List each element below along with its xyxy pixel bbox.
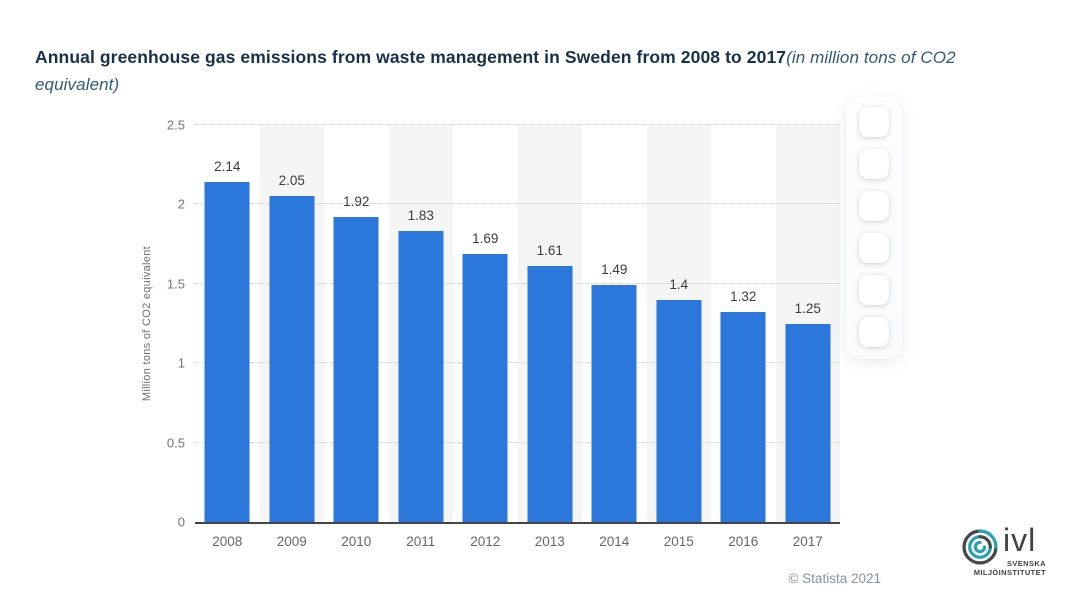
bar-value-label-2015: 1.4 <box>669 276 689 292</box>
bar-2011 <box>398 231 444 522</box>
bar-2008 <box>204 182 250 522</box>
statista-copyright-link[interactable]: © Statista 2021 <box>788 571 881 586</box>
gridline-2.5 <box>195 124 840 125</box>
x-tick-label-2012: 2012 <box>470 534 501 549</box>
bar-column-2017: 1.25 2017 <box>776 125 841 549</box>
bar-value-label-2017: 1.25 <box>794 300 821 316</box>
bar-value-label-2014: 1.49 <box>601 262 628 278</box>
x-tick-label-2016: 2016 <box>728 534 759 549</box>
chart-subtitle: (in million tons of CO2 equivalent) <box>35 48 956 94</box>
toolbar-button-4[interactable] <box>859 233 889 263</box>
plot-area: 0 0.5 1 1.5 2 2.5 2.14 2008 2.05 2009 1.92 2010 1.83… <box>167 119 841 549</box>
ivl-org-subtitle: SVENSKA MILJÖINSTITUTET <box>974 559 1046 577</box>
bar-value-label-2009: 2.05 <box>278 173 305 189</box>
bar-column-2011: 1.83 2011 <box>389 125 454 549</box>
bar-value-label-2013: 1.61 <box>536 243 563 259</box>
chart-title-main: Annual greenhouse gas emissions from was… <box>35 47 787 67</box>
x-tick-label-2010: 2010 <box>341 534 372 549</box>
bar-2015 <box>656 299 702 522</box>
y-tick-label-0: 0 <box>177 514 185 530</box>
bar-2012 <box>462 253 508 522</box>
x-tick-label-2008: 2008 <box>212 534 243 549</box>
y-tick-label-1: 1 <box>177 355 185 371</box>
bar-column-2010: 1.92 2010 <box>324 125 389 549</box>
bar-column-2012: 1.69 2012 <box>453 125 518 549</box>
x-tick-label-2011: 2011 <box>406 534 436 549</box>
bar-value-label-2016: 1.32 <box>730 289 757 305</box>
bar-column-2013: 1.61 2013 <box>518 125 583 549</box>
bar-2017 <box>785 323 831 522</box>
gridline-1.5 <box>195 282 840 284</box>
y-tick-label-1.5: 1.5 <box>166 276 185 292</box>
chart-title: Annual greenhouse gas emissions from was… <box>35 44 983 98</box>
x-tick-label-2015: 2015 <box>663 534 694 549</box>
x-tick-label-2013: 2013 <box>534 534 565 549</box>
bar-column-2008: 2.14 2008 <box>195 125 260 549</box>
ivl-org-subtitle-line1: SVENSKA <box>1006 559 1046 568</box>
x-tick-label-2009: 2009 <box>276 534 307 549</box>
gridlines-layer: 0 0.5 1 1.5 2 2.5 <box>167 119 840 529</box>
bar-column-2009: 2.05 2009 <box>260 125 325 549</box>
y-tick-label-0.5: 0.5 <box>166 435 185 451</box>
gridline-0.5 <box>195 441 840 443</box>
bar-2013 <box>527 266 573 522</box>
gridline-2 <box>195 203 840 205</box>
y-tick-label-2.5: 2.5 <box>166 117 185 133</box>
ivl-logo: ivl SVENSKA MILJÖINSTITUTET <box>962 523 1048 581</box>
toolbar-button-6[interactable] <box>859 317 889 347</box>
x-tick-label-2014: 2014 <box>599 534 630 549</box>
bars-layer: 2.14 2008 2.05 2009 1.92 2010 1.83 2011 1.69 2012… <box>195 125 841 549</box>
bar-value-label-2010: 1.92 <box>343 194 370 210</box>
bar-2016 <box>720 312 766 522</box>
y-axis-title-text: Million tons of CO2 equivalent <box>141 245 153 402</box>
toolbar-button-5[interactable] <box>859 275 889 305</box>
ivl-wordmark: ivl <box>1003 522 1037 558</box>
bar-column-2014: 1.49 2014 <box>582 125 647 549</box>
bar-column-2016: 1.32 2016 <box>711 125 776 549</box>
ivl-swirl-icon <box>962 529 998 565</box>
gridline-1 <box>195 362 840 364</box>
bar-value-label-2011: 1.83 <box>407 208 434 224</box>
y-axis-title: Million tons of CO2 equivalent <box>138 125 156 522</box>
bar-2010 <box>333 217 379 522</box>
bar-2014 <box>591 285 637 522</box>
bar-value-label-2008: 2.14 <box>214 159 241 175</box>
toolbar-button-3[interactable] <box>859 191 889 221</box>
toolbar-button-2[interactable] <box>859 149 889 179</box>
bar-column-2015: 1.4 2015 <box>647 125 712 549</box>
bar-value-label-2012: 1.69 <box>472 230 499 246</box>
x-tick-label-2017: 2017 <box>792 534 823 549</box>
chart-toolbar <box>846 97 902 359</box>
ivl-org-subtitle-line2: MILJÖINSTITUTET <box>973 568 1046 577</box>
toolbar-button-1[interactable] <box>859 107 889 137</box>
bar-2009 <box>269 196 315 522</box>
y-tick-label-2: 2 <box>177 196 185 212</box>
